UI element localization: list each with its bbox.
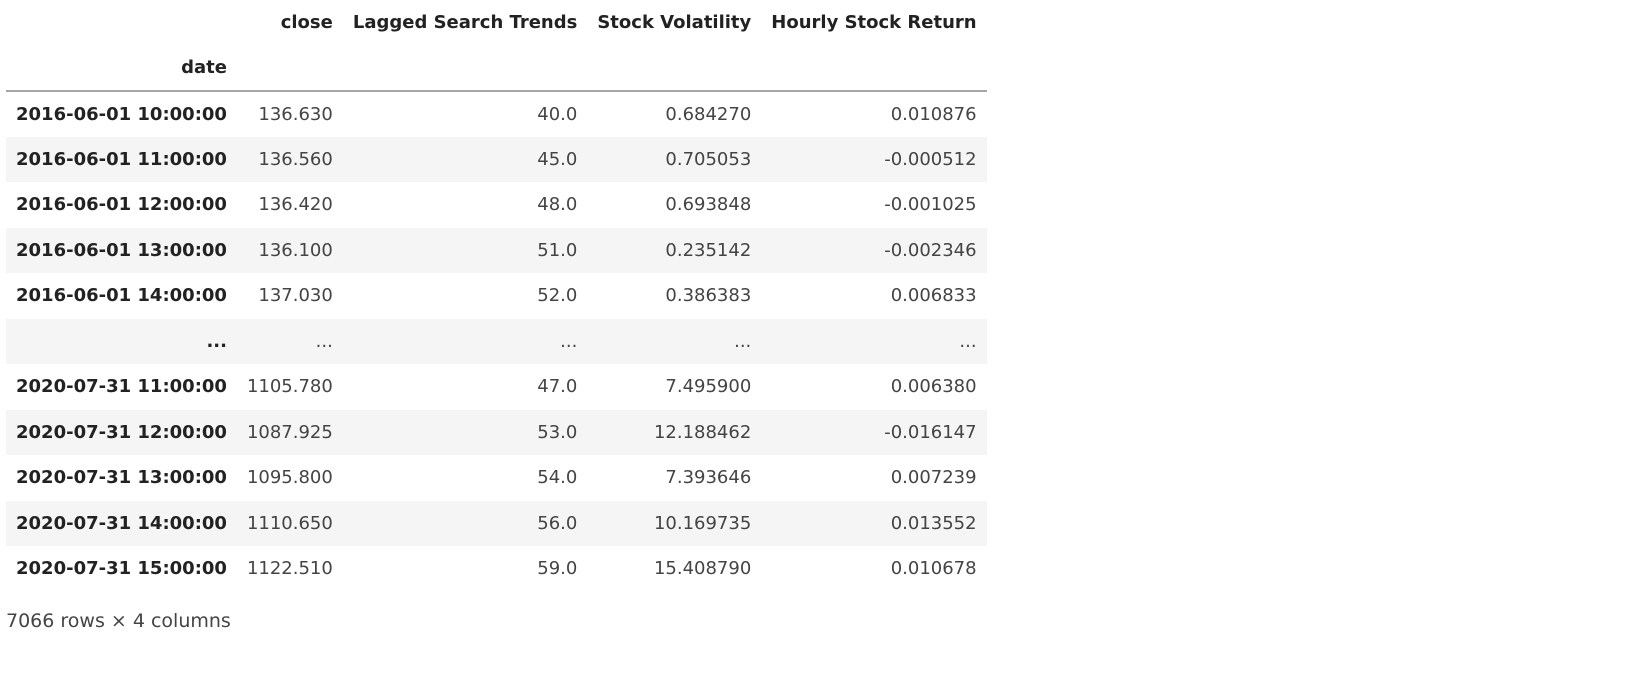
table-cell: 136.560 <box>258 148 333 170</box>
table-cell: -0.000512 <box>884 148 977 170</box>
table-cell: 136.420 <box>258 194 333 216</box>
index-corner-cell <box>6 0 237 46</box>
column-header-stock-volatility: Stock Volatility <box>597 12 752 34</box>
row-index-cell: 2016-06-01 10:00:00 <box>16 103 227 125</box>
table-row: 2020-07-31 14:00:00 1110.650 56.0 10.169735… <box>6 500 987 546</box>
row-index-cell: 2020-07-31 12:00:00 <box>16 421 227 443</box>
row-index-cell: 2020-07-31 13:00:00 <box>16 467 227 489</box>
table-row: 2016-06-01 14:00:00 137.030 52.0 0.386383 0.… <box>6 273 987 319</box>
table-row: 2016-06-01 13:00:00 136.100 51.0 0.235142 -0… <box>6 227 987 273</box>
table-cell: 51.0 <box>537 239 578 261</box>
table-cell: -0.016147 <box>884 421 977 443</box>
table-cell: 0.006380 <box>890 376 977 398</box>
table-cell: 56.0 <box>537 512 578 534</box>
table-row: ............... <box>6 318 987 364</box>
table-cell: -0.002346 <box>884 239 977 261</box>
row-index-cell: 2020-07-31 11:00:00 <box>16 376 227 398</box>
table-row: 2020-07-31 11:00:00 1105.780 47.0 7.495900 0… <box>6 364 987 410</box>
table-cell: 1105.780 <box>246 376 333 398</box>
table-cell: 0.010678 <box>890 558 977 580</box>
table-cell: 0.235142 <box>665 239 752 261</box>
column-header-lagged-search-trends: Lagged Search Trends <box>352 12 578 34</box>
table-cell: 0.007239 <box>890 467 977 489</box>
table-cell: 0.684270 <box>665 103 752 125</box>
row-index-cell: 2016-06-01 13:00:00 <box>16 239 227 261</box>
table-cell: 1095.800 <box>246 467 333 489</box>
row-index-cell: 2016-06-01 11:00:00 <box>16 148 227 170</box>
table-cell: 0.705053 <box>665 148 752 170</box>
table-cell: 54.0 <box>537 467 578 489</box>
table-body: 2016-06-01 10:00:00 136.630 40.0 0.684270 0.… <box>6 91 987 592</box>
table-cell: 15.408790 <box>653 558 752 580</box>
table-cell: ... <box>959 330 977 352</box>
index-name-row: date <box>6 45 987 92</box>
table-cell: 0.006833 <box>890 285 977 307</box>
dataframe-shape-label: 7066 rows × 4 columns <box>6 610 231 632</box>
table-cell: 12.188462 <box>653 421 752 443</box>
dataframe-table: close Lagged Search Trends Stock Volatil… <box>6 0 987 592</box>
table-cell: 137.030 <box>258 285 333 307</box>
empty-header-cell <box>342 45 588 92</box>
row-index-cell: 2016-06-01 12:00:00 <box>16 194 227 216</box>
table-cell: ... <box>315 330 333 352</box>
table-cell: 7.393646 <box>665 467 752 489</box>
empty-header-cell <box>761 45 987 92</box>
table-cell: 0.010876 <box>890 103 977 125</box>
table-cell: 40.0 <box>537 103 578 125</box>
table-row: 2016-06-01 11:00:00 136.560 45.0 0.705053 -0… <box>6 136 987 182</box>
table-cell: 52.0 <box>537 285 578 307</box>
column-header-row: close Lagged Search Trends Stock Volatil… <box>6 0 987 46</box>
index-name-header: date <box>6 45 237 92</box>
table-cell: 53.0 <box>537 421 578 443</box>
table-row: 2016-06-01 12:00:00 136.420 48.0 0.693848 -0… <box>6 182 987 228</box>
table-row: 2020-07-31 15:00:00 1122.510 59.0 15.408790… <box>6 546 987 592</box>
table-cell: -0.001025 <box>884 194 977 216</box>
table-row: 2016-06-01 10:00:00 136.630 40.0 0.684270 0.… <box>6 91 987 137</box>
table-cell: ... <box>560 330 578 352</box>
table-cell: ... <box>734 330 752 352</box>
row-index-cell: 2020-07-31 14:00:00 <box>16 512 227 534</box>
row-index-cell: ... <box>206 330 227 352</box>
column-header-hourly-stock-return: Hourly Stock Return <box>771 12 977 34</box>
column-header-close: close <box>280 12 333 34</box>
table-cell: 1122.510 <box>246 558 333 580</box>
dataframe-output: close Lagged Search Trends Stock Volatil… <box>6 0 987 592</box>
table-cell: 48.0 <box>537 194 578 216</box>
row-index-cell: 2020-07-31 15:00:00 <box>16 558 227 580</box>
table-cell: 1110.650 <box>246 512 333 534</box>
table-cell: 59.0 <box>537 558 578 580</box>
table-cell: 10.169735 <box>653 512 752 534</box>
table-cell: 0.013552 <box>890 512 977 534</box>
table-cell: 0.693848 <box>665 194 752 216</box>
row-index-cell: 2016-06-01 14:00:00 <box>16 285 227 307</box>
table-cell: 47.0 <box>537 376 578 398</box>
empty-header-cell <box>236 45 343 92</box>
table-row: 2020-07-31 13:00:00 1095.800 54.0 7.393646 0… <box>6 455 987 501</box>
table-cell: 1087.925 <box>246 421 333 443</box>
table-cell: 45.0 <box>537 148 578 170</box>
table-cell: 136.100 <box>258 239 333 261</box>
empty-header-cell <box>587 45 762 92</box>
table-cell: 0.386383 <box>665 285 752 307</box>
table-cell: 7.495900 <box>665 376 752 398</box>
table-cell: 136.630 <box>258 103 333 125</box>
table-row: 2020-07-31 12:00:00 1087.925 53.0 12.188462… <box>6 409 987 455</box>
